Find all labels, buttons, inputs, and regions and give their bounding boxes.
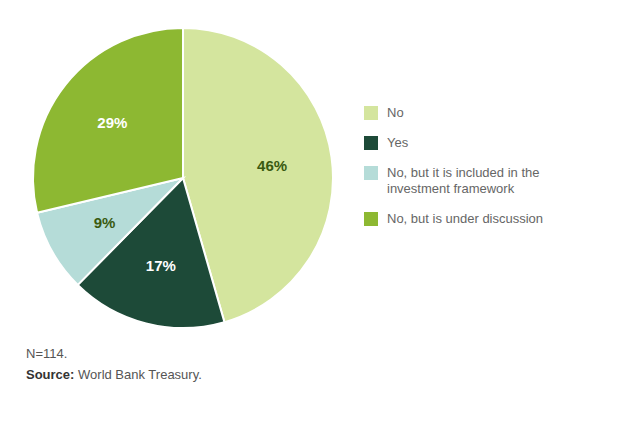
html-text:No, but is under discussion: No, but is under discussion: [387, 211, 544, 226]
html-text:Yes: Yes: [387, 135, 409, 150]
svg-text:46%: 46%: [257, 157, 287, 174]
svg-text:17%: 17%: [146, 257, 176, 274]
html-text:Source: World Bank Treasury.: Source: World Bank Treasury.: [26, 367, 202, 382]
html-text:No, but it is included in the: No, but it is included in the: [387, 165, 540, 180]
html-text:investment framework: investment framework: [387, 181, 515, 196]
html-text:N=114.: N=114.: [26, 346, 68, 361]
html-text:No: No: [387, 105, 404, 120]
svg-text:9%: 9%: [94, 214, 116, 231]
svg-text:29%: 29%: [97, 114, 127, 131]
